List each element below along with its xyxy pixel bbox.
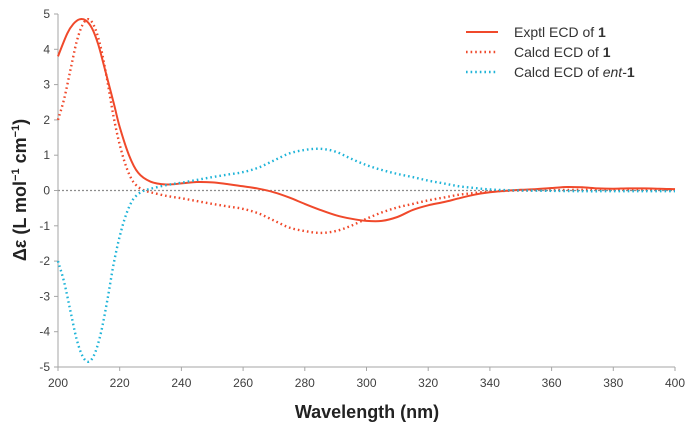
legend-text: Calcd ECD of — [514, 64, 603, 80]
y-axis-title: Δε (L mol−1 cm−1) — [10, 119, 30, 261]
series-line-2 — [56, 147, 675, 363]
x-tick-label: 220 — [110, 376, 130, 390]
series-line-0 — [57, 17, 676, 223]
y-axis-title-sup2: −1 — [10, 125, 22, 138]
y-axis-title-mid: cm — [10, 137, 30, 168]
y-tick-label: -2 — [39, 254, 50, 268]
legend-label-2: Calcd ECD of ent-1 — [514, 64, 635, 80]
y-tick-label: 1 — [43, 148, 50, 162]
y-tick-label: -3 — [39, 289, 50, 303]
y-axis-title-suffix: ) — [10, 119, 30, 125]
y-tick-label: -1 — [39, 219, 50, 233]
x-tick-label: 340 — [480, 376, 500, 390]
y-axis-title-prefix: Δε (L mol — [10, 181, 30, 261]
x-tick-label: 400 — [665, 376, 685, 390]
legend-label-0: Exptl ECD of 1 — [514, 24, 606, 40]
legend-text: Exptl ECD of — [514, 24, 598, 40]
y-tick-label: 0 — [43, 184, 50, 198]
y-tick-label: 5 — [43, 7, 50, 21]
x-tick-label: 320 — [418, 376, 438, 390]
x-tick-label: 360 — [542, 376, 562, 390]
x-tick-label: 200 — [48, 376, 68, 390]
x-tick-label: 260 — [233, 376, 253, 390]
y-tick-label: 3 — [43, 78, 50, 92]
legend-label-1: Calcd ECD of 1 — [514, 44, 611, 60]
x-tick-label: 300 — [356, 376, 376, 390]
legend-text: Calcd ECD of — [514, 44, 603, 60]
x-tick-label: 240 — [171, 376, 191, 390]
x-tick-label: 380 — [603, 376, 623, 390]
y-tick-label: -5 — [39, 360, 50, 374]
x-axis-title: Wavelength (nm) — [295, 402, 439, 422]
y-tick-label: 4 — [43, 42, 50, 56]
x-tick-label: 280 — [295, 376, 315, 390]
series-line-1 — [56, 18, 675, 235]
y-axis-title-sup1: −1 — [10, 168, 22, 181]
y-tick-label: -4 — [39, 325, 50, 339]
y-tick-label: 2 — [43, 113, 50, 127]
